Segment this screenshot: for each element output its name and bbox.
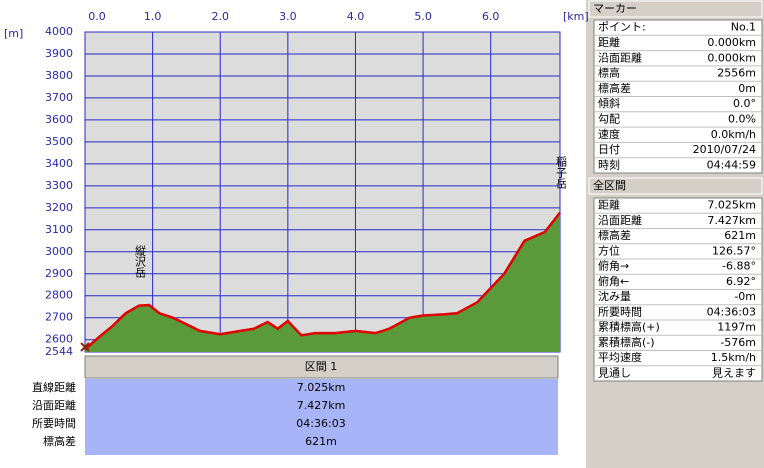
elevation-area bbox=[85, 212, 560, 352]
row-value: 1.5km/h bbox=[711, 351, 756, 364]
row-value: 0.0° bbox=[733, 97, 756, 110]
row-value: 0.0% bbox=[728, 112, 756, 125]
row-label: 方位 bbox=[598, 243, 620, 257]
row-label: 所要時間 bbox=[598, 305, 642, 318]
row-value: No.1 bbox=[731, 21, 756, 34]
row-label: 速度 bbox=[598, 127, 620, 141]
row-value: 621m bbox=[724, 229, 756, 242]
row-value: 0.000km bbox=[707, 51, 756, 64]
row-value: 見えます bbox=[712, 366, 756, 379]
row-value: 621m bbox=[305, 435, 337, 448]
row-value: 6.92° bbox=[726, 275, 756, 288]
marker-header-bg bbox=[588, 0, 763, 18]
row-label: 日付 bbox=[598, 143, 620, 156]
elevation-line bbox=[84, 211, 561, 351]
row-label: ポイント: bbox=[598, 21, 646, 34]
row-label: 標高 bbox=[598, 66, 620, 80]
x-tick-label: 0.0 bbox=[88, 10, 106, 23]
marker-table: ポイント: No.1 距離 0.000km 沿面距離 0.000km 標高 2556m 標高差 0… bbox=[594, 21, 762, 171]
row-value: 0.000km bbox=[707, 36, 756, 49]
annotation: 縦沢岳 bbox=[134, 245, 147, 278]
section-body-bg bbox=[85, 379, 558, 455]
row-value: 0m bbox=[738, 82, 756, 95]
y-tick-label: 3700 bbox=[45, 91, 73, 104]
row-value: 126.57° bbox=[712, 244, 756, 257]
x-tick-label: 1.0 bbox=[144, 10, 162, 23]
row-label: 沿面距離 bbox=[32, 398, 76, 412]
x-tick-label: 4.0 bbox=[347, 10, 365, 23]
plot: 4000 3900 3800 3700 3600 3500 3400 3300 3200 3100… bbox=[45, 10, 568, 358]
row-label: 累積標高(-) bbox=[598, 335, 655, 349]
y-tick-label: 3900 bbox=[45, 47, 73, 60]
x-tick-label: 2.0 bbox=[211, 10, 229, 23]
y-tick-label: 3500 bbox=[45, 135, 73, 148]
y-tick-label: 2700 bbox=[45, 311, 73, 324]
row-value: 2556m bbox=[717, 67, 756, 80]
row-label: 距離 bbox=[598, 198, 620, 212]
row-label: 所要時間 bbox=[32, 417, 76, 430]
row-value: 7.427km bbox=[297, 399, 346, 412]
row-label: 見通し bbox=[598, 366, 631, 379]
marker-cursor bbox=[80, 342, 90, 352]
row-value: 7.025km bbox=[707, 199, 756, 212]
row-value: -6.88° bbox=[722, 260, 756, 273]
y-tick-label: 3800 bbox=[45, 69, 73, 82]
row-label: 俯角→ bbox=[598, 259, 629, 273]
x-tick-label: 3.0 bbox=[279, 10, 297, 23]
y-tick-label: 2900 bbox=[45, 267, 73, 280]
row-value: -0m bbox=[734, 290, 756, 303]
row-label: 標高差 bbox=[598, 228, 631, 242]
row-label: 傾斜 bbox=[598, 96, 620, 110]
row-label: 累積標高(+) bbox=[598, 320, 660, 334]
row-value: -576m bbox=[720, 336, 756, 349]
section-header: 区間 1 bbox=[305, 360, 338, 373]
x-tick-label: 5.0 bbox=[414, 10, 432, 23]
row-label: 沿面距離 bbox=[598, 50, 642, 64]
row-label: 俯角← bbox=[598, 274, 629, 288]
row-value: 1197m bbox=[717, 321, 756, 334]
y-tick-label: 3200 bbox=[45, 201, 73, 214]
row-value: 04:44:59 bbox=[707, 158, 756, 171]
y-axis-label: [m] bbox=[4, 27, 23, 40]
section-header-bg bbox=[84, 355, 559, 379]
summary-table: 距離 7.025km 沿面距離 7.427km 標高差 621m 方位 126.57° 俯角→ -… bbox=[594, 198, 762, 379]
y-tick-label: 3400 bbox=[45, 157, 73, 170]
row-label: 距離 bbox=[598, 35, 620, 49]
y-tick-label: 3100 bbox=[45, 223, 73, 236]
y-tick-label: 2800 bbox=[45, 289, 73, 302]
row-label: 沿面距離 bbox=[598, 213, 642, 227]
summary-title: 全区間 bbox=[593, 178, 626, 192]
marker-title: マーカー bbox=[593, 2, 637, 15]
row-label: 直線距離 bbox=[32, 380, 76, 394]
y-tick-label: 2544 bbox=[45, 345, 73, 358]
row-label: 標高差 bbox=[598, 81, 631, 95]
row-value: 0.0km/h bbox=[711, 128, 756, 141]
y-tick-label: 4000 bbox=[45, 25, 73, 38]
row-label: 沈み量 bbox=[598, 289, 631, 303]
x-axis-label: [km] bbox=[563, 10, 589, 23]
summary-header-bg bbox=[588, 177, 763, 195]
row-value: 04:36:03 bbox=[707, 305, 756, 318]
row-value: 04:36:03 bbox=[296, 417, 345, 430]
row-label: 平均速度 bbox=[598, 350, 642, 364]
section-table: 直線距離 7.025km 沿面距離 7.427km 所要時間 04:36:03 標高差 621… bbox=[32, 380, 346, 448]
x-tick-label: 6.0 bbox=[482, 10, 500, 23]
row-label: 時刻 bbox=[598, 157, 620, 171]
y-tick-label: 3600 bbox=[45, 113, 73, 126]
y-tick-label: 3300 bbox=[45, 179, 73, 192]
annotation: 稲子岳 bbox=[555, 156, 568, 189]
row-value: 7.025km bbox=[297, 381, 346, 394]
row-label: 標高差 bbox=[43, 434, 76, 448]
y-tick-label: 2600 bbox=[45, 333, 73, 346]
row-value: 2010/07/24 bbox=[693, 143, 756, 156]
row-label: 勾配 bbox=[598, 112, 620, 125]
row-value: 7.427km bbox=[707, 214, 756, 227]
y-tick-label: 3000 bbox=[45, 245, 73, 258]
